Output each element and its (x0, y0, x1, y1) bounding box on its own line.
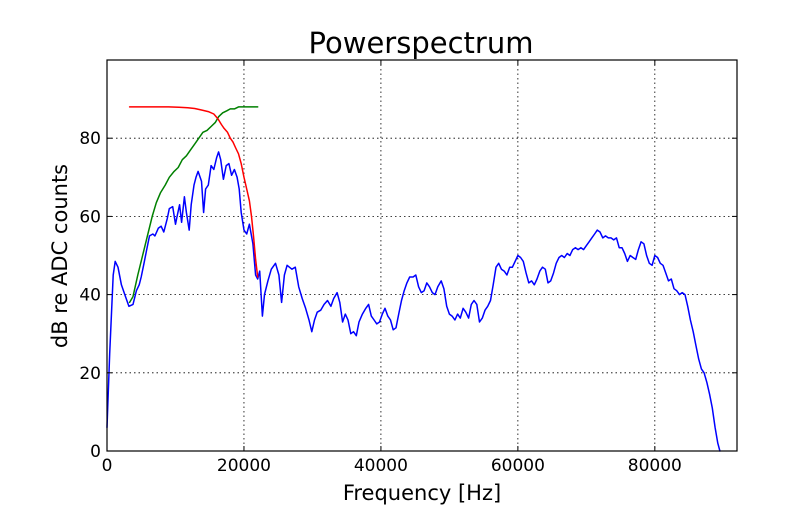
plot-frame (106, 59, 738, 452)
series-line-1 (128, 106, 259, 304)
y-axis-label: dB re ADC counts (48, 164, 72, 348)
y-tick-label-2: 40 (79, 286, 101, 306)
x-tick-label-2: 40000 (354, 456, 408, 476)
series-line-2 (128, 106, 259, 278)
y-tick-label-4: 80 (79, 129, 101, 149)
series-line-0 (106, 151, 721, 452)
grid (106, 60, 737, 452)
x-axis: 0 20000 40000 60000 80000 (102, 60, 682, 476)
x-tick-label-1: 20000 (217, 456, 271, 476)
series-layer (106, 106, 721, 452)
chart-title: Powerspectrum (309, 26, 534, 60)
x-tick-label-3: 60000 (491, 456, 545, 476)
y-tick-label-0: 0 (90, 442, 101, 462)
x-tick-label-4: 80000 (628, 456, 682, 476)
y-tick-label-3: 60 (79, 207, 101, 227)
x-tick-label-0: 0 (102, 456, 113, 476)
y-axis: 0 20 40 60 80 (79, 129, 737, 462)
x-axis-label: Frequency [Hz] (343, 481, 501, 505)
y-tick-label-1: 20 (79, 364, 101, 384)
